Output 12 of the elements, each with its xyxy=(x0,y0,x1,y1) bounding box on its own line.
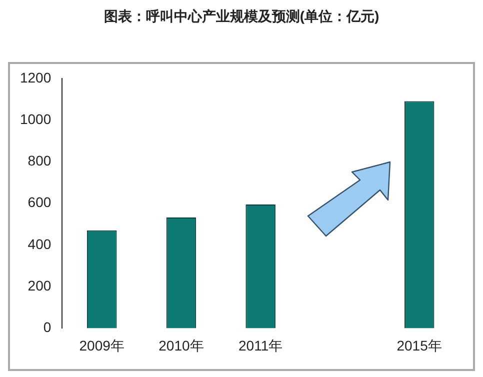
y-tick-label: 0 xyxy=(43,319,52,336)
x-tick-label: 2015年 xyxy=(396,337,442,354)
y-tick-label: 800 xyxy=(28,152,52,169)
x-tick-label: 2009年 xyxy=(79,337,124,354)
y-tick-label: 1000 xyxy=(20,110,52,127)
y-tick-label: 1200 xyxy=(20,69,52,86)
chart-title: 图表：呼叫中心产业规模及预测(单位：亿元) xyxy=(102,8,380,26)
y-tick-label: 400 xyxy=(28,236,52,252)
x-tick-label: 2010年 xyxy=(158,337,204,354)
x-tick-label: 2011年 xyxy=(238,337,283,354)
y-tick-label: 600 xyxy=(28,194,52,210)
y-tick-label: 200 xyxy=(28,277,52,294)
